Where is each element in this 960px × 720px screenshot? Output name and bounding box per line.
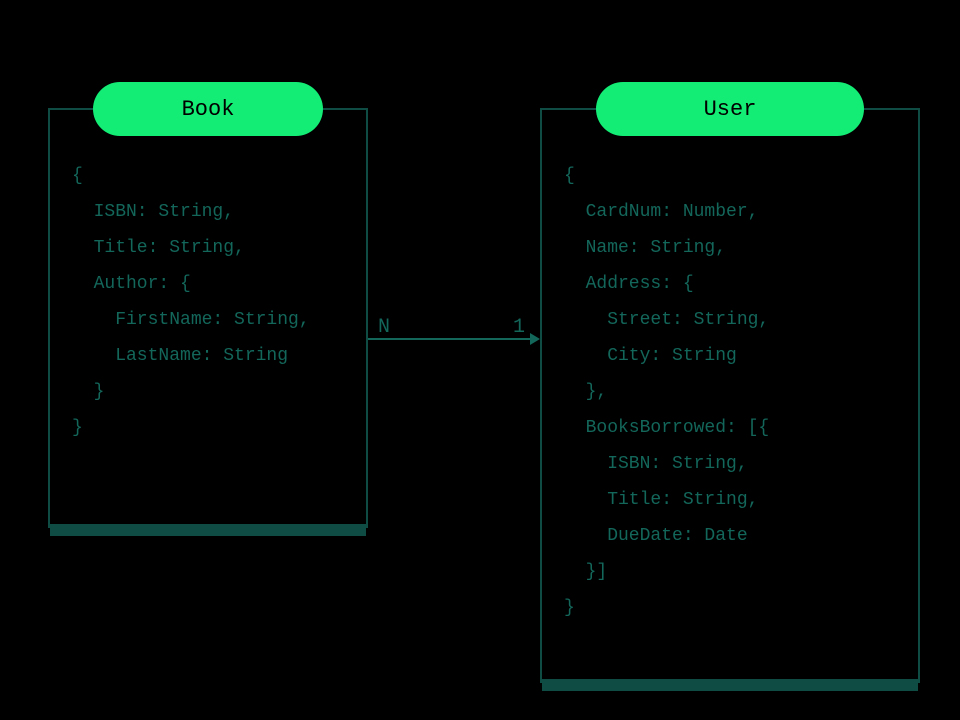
relationship-line (368, 338, 532, 340)
entity-user-schema: { CardNum: Number, Name: String, Address… (542, 110, 918, 648)
entity-user-footer-bar (542, 679, 918, 691)
entity-user: User { CardNum: Number, Name: String, Ad… (540, 108, 920, 683)
entity-book-title-pill: Book (93, 82, 323, 136)
entity-user-title: User (704, 97, 757, 122)
entity-user-title-pill: User (596, 82, 864, 136)
entity-book: Book { ISBN: String, Title: String, Auth… (48, 108, 368, 528)
diagram-canvas: Book { ISBN: String, Title: String, Auth… (0, 0, 960, 720)
cardinality-right: 1 (513, 316, 525, 339)
entity-book-title: Book (182, 97, 235, 122)
entity-book-schema: { ISBN: String, Title: String, Author: {… (50, 110, 366, 468)
relationship-arrowhead (530, 333, 540, 345)
entity-book-footer-bar (50, 524, 366, 536)
cardinality-left: N (378, 316, 390, 339)
